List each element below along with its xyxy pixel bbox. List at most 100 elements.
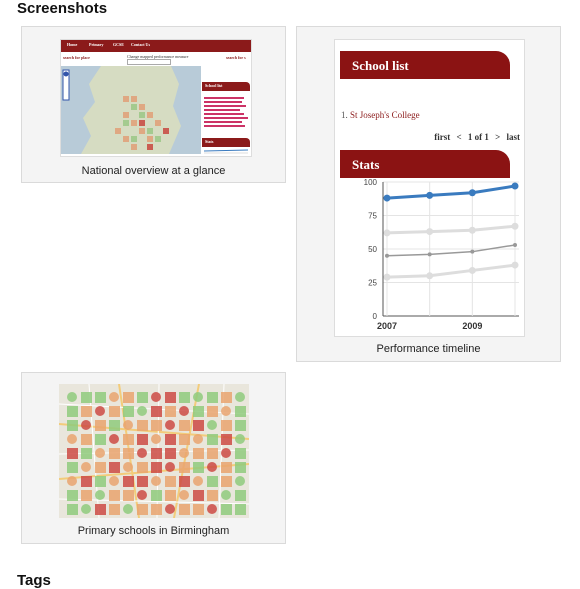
screenshot-thumbnail-timeline[interactable]: School list 1. St Joseph's College first… — [334, 39, 525, 337]
mini-nav-bar: Home Primary GCSE Contact Us — [61, 40, 251, 52]
school-marker — [165, 462, 175, 472]
school-marker — [95, 392, 106, 403]
school-marker — [151, 448, 162, 459]
school-marker — [123, 392, 134, 403]
school-marker — [207, 448, 218, 459]
school-marker — [81, 392, 92, 403]
data-point — [427, 252, 432, 257]
data-point — [426, 228, 434, 236]
data-point — [383, 273, 391, 281]
school-marker — [151, 406, 162, 417]
data-point — [511, 261, 519, 269]
screenshot-card-birmingham[interactable]: Primary schools in Birmingham — [21, 372, 286, 544]
school-marker — [67, 392, 77, 402]
mini-change-measure: Change mapped performance measure — [127, 54, 189, 59]
school-marker — [235, 490, 246, 501]
school-marker — [95, 504, 106, 515]
y-tick-label: 50 — [368, 245, 377, 254]
pager-first[interactable]: first — [434, 132, 451, 142]
data-point — [468, 266, 476, 274]
school-marker — [193, 392, 203, 402]
school-marker — [137, 406, 147, 416]
performance-chart: 0 25 50 75 100 2007 2009 — [364, 178, 519, 331]
school-marker — [221, 420, 232, 431]
school-marker — [221, 504, 232, 515]
school-marker — [165, 476, 176, 487]
school-marker — [165, 434, 176, 445]
school-marker — [179, 406, 189, 416]
school-marker — [193, 448, 204, 459]
screenshot-card-timeline[interactable]: School list 1. St Joseph's College first… — [296, 26, 561, 362]
screenshot-card-national[interactable]: Home Primary GCSE Contact Us search for … — [21, 26, 286, 183]
school-marker — [109, 392, 119, 402]
school-marker — [95, 420, 106, 431]
school-marker — [95, 476, 106, 487]
series-line — [386, 244, 516, 257]
mini-map — [61, 66, 201, 154]
data-point — [511, 222, 519, 230]
school-marker — [109, 420, 120, 431]
school-marker — [109, 504, 120, 515]
school-marker — [109, 406, 120, 417]
school-marker — [193, 462, 204, 473]
school-marker — [235, 434, 245, 444]
mini-nav-item: Primary — [89, 42, 104, 47]
data-point — [385, 253, 389, 258]
school-marker — [151, 434, 161, 444]
school-marker — [193, 490, 204, 501]
school-marker — [235, 462, 246, 473]
mini-panel-stats-label: Stats — [205, 139, 214, 144]
y-tick-label: 0 — [373, 312, 378, 321]
school-marker — [207, 504, 217, 514]
school-marker — [151, 392, 161, 402]
school-marker — [179, 504, 190, 515]
school-marker — [123, 420, 133, 430]
mini-search-place: search for place — [63, 55, 90, 60]
school-marker — [235, 392, 245, 402]
school-marker — [165, 504, 175, 514]
y-tick-label: 75 — [368, 212, 377, 221]
school-marker — [235, 476, 245, 486]
school-marker — [137, 434, 148, 445]
screenshot-thumbnail-birmingham[interactable] — [59, 384, 249, 518]
pager-prev[interactable]: < — [456, 132, 462, 142]
school-marker — [123, 504, 133, 514]
pager-next[interactable]: > — [495, 132, 501, 142]
mini-school-links — [204, 95, 249, 129]
school-marker — [137, 420, 148, 431]
school-marker — [81, 490, 92, 501]
school-marker — [137, 490, 147, 500]
pager: first < 1 of 1 > last — [335, 132, 524, 142]
school-marker — [137, 462, 148, 473]
school-marker — [207, 406, 218, 417]
mini-nav-item: Home — [67, 42, 78, 47]
series-line — [386, 263, 516, 279]
series-line — [386, 184, 516, 200]
stats-header: Stats — [340, 150, 510, 178]
school-marker — [151, 420, 162, 431]
mini-search-school: search for s — [226, 55, 246, 60]
pager-last[interactable]: last — [506, 132, 521, 142]
school-marker — [123, 406, 134, 417]
school-list-header: School list — [340, 51, 510, 79]
school-marker — [193, 504, 204, 515]
caption-timeline: Performance timeline — [376, 343, 481, 355]
school-marker — [81, 406, 92, 417]
school-marker — [179, 392, 190, 403]
school-marker — [67, 490, 78, 501]
school-marker — [81, 448, 92, 459]
school-marker — [179, 420, 190, 431]
school-marker — [109, 462, 120, 473]
school-marker — [151, 476, 161, 486]
school-marker — [179, 490, 189, 500]
mini-map-graphic — [61, 66, 201, 154]
screenshot-thumbnail-national[interactable]: Home Primary GCSE Contact Us search for … — [60, 39, 252, 157]
school-marker — [95, 448, 105, 458]
school-link[interactable]: St Joseph's College — [350, 110, 420, 120]
school-marker — [165, 392, 176, 403]
school-marker — [235, 448, 246, 459]
y-tick-label: 100 — [364, 178, 378, 187]
data-point — [511, 182, 519, 190]
school-marker — [81, 462, 91, 472]
school-marker — [221, 448, 231, 458]
